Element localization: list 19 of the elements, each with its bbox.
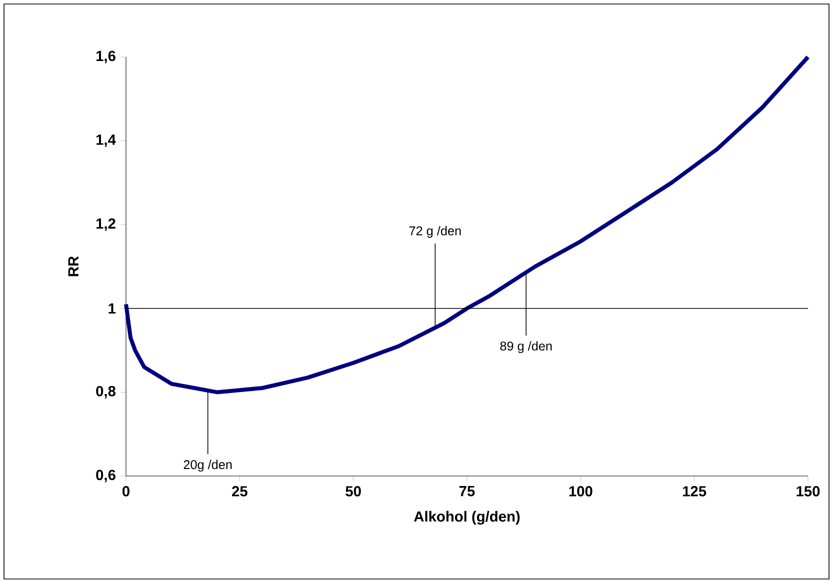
line-series	[124, 55, 810, 394]
y-tick-label: 0,8	[96, 386, 116, 398]
x-tick-label: 150	[796, 486, 820, 496]
x-tick-label: 50	[346, 486, 361, 496]
x-tick-label: 25	[232, 486, 248, 496]
x-tick-label: 75	[459, 486, 475, 496]
x-tick-label: 0	[122, 486, 130, 496]
x-axis-title: Alkohol (g/den)	[414, 510, 520, 525]
y-tick-label: 1,4	[96, 134, 116, 147]
annotation: 72 g /den	[409, 226, 461, 238]
annotation: 20g /den	[184, 460, 232, 472]
x-tick-label: 100	[569, 486, 592, 496]
y-tick-label: 0,6	[96, 470, 116, 482]
y-tick-label: 1	[108, 303, 116, 314]
y-tick-label: 1,6	[96, 50, 116, 64]
annotation: 89 g /den	[500, 341, 552, 354]
y-axis-title: RR	[68, 256, 78, 276]
y-tick-label: 1,2	[96, 218, 116, 231]
x-tick-label: 125	[683, 486, 706, 496]
